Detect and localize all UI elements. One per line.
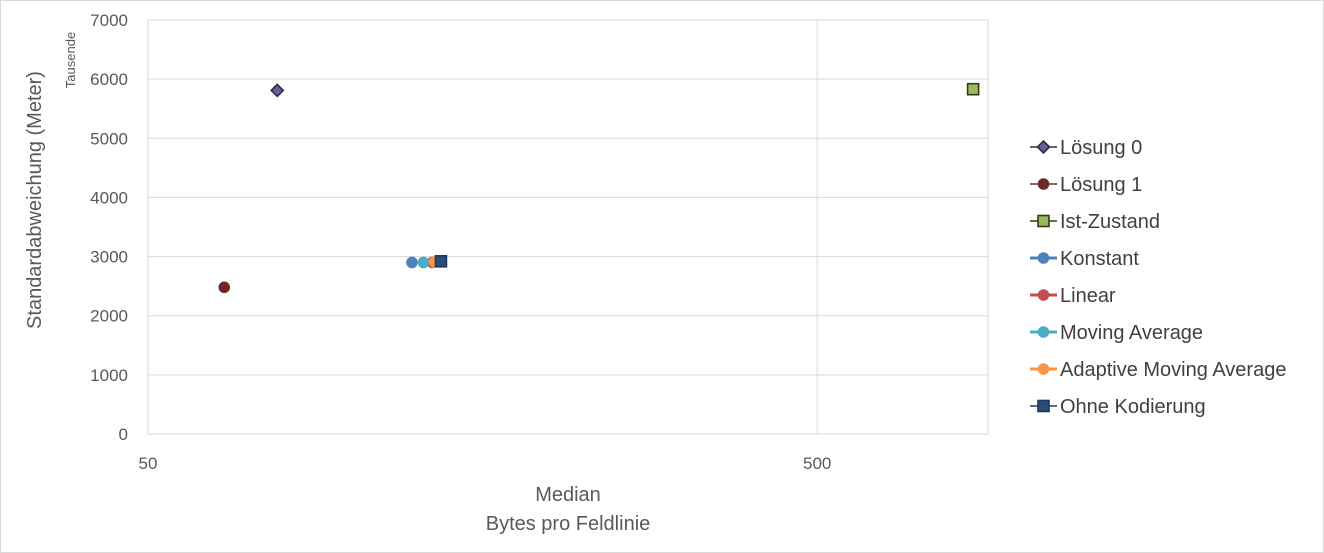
y-tick-label: 5000 [90,129,128,148]
legend: Lösung 0 Lösung 1 Ist-Zustand Konstant Linea… [1030,137,1286,418]
x-axis-subtitle: Bytes pro Feldlinie [486,513,651,535]
x-tick-labels: 50 500 [139,454,832,473]
y-axis-units-label: Tausende [63,32,78,88]
legend-label: Lösung 1 [1060,174,1142,196]
legend-label: Linear [1060,285,1116,307]
point-lösung-1 [218,281,231,294]
legend-item-linear: Linear [1030,285,1116,307]
legend-item-lösung-0: Lösung 0 [1030,137,1142,159]
legend-item-adaptive-moving-average: Adaptive Moving Average [1030,359,1286,381]
y-axis-title: Standardabweichung (Meter) [24,71,46,329]
y-tick-label: 2000 [90,307,128,326]
legend-label: Adaptive Moving Average [1060,359,1286,381]
y-tick-label: 4000 [90,188,128,207]
point-ist-zustand [966,82,980,96]
y-tick-label: 0 [119,425,128,444]
x-tick-label: 500 [803,454,831,473]
legend-marker [1037,214,1050,228]
legend-item-moving-average: Moving Average [1030,322,1203,344]
x-tick-label: 50 [139,454,158,473]
legend-label: Moving Average [1060,322,1203,344]
legend-marker [1037,178,1050,190]
legend-label: Lösung 0 [1060,137,1142,159]
legend-label: Ist-Zustand [1060,211,1160,233]
legend-label: Ohne Kodierung [1060,396,1206,418]
point-lösung-0 [270,83,285,98]
y-tick-label: 6000 [90,70,128,89]
legend-item-ohne-kodierung: Ohne Kodierung [1030,396,1206,418]
legend-item-konstant: Konstant [1030,248,1139,270]
legend-label: Konstant [1060,248,1139,270]
legend-item-lösung-1: Lösung 1 [1030,174,1142,196]
y-tick-label: 1000 [90,366,128,385]
point-moving-average [417,256,430,269]
legend-item-ist-zustand: Ist-Zustand [1030,211,1160,233]
data-points [218,82,980,294]
grid [147,19,989,435]
legend-marker [1037,289,1050,301]
legend-marker [1036,139,1051,155]
legend-marker [1037,399,1050,413]
legend-marker [1037,363,1050,375]
legend-marker [1037,326,1050,338]
x-axis-title: Median [535,484,601,506]
legend-marker [1037,252,1050,264]
y-tick-labels: 0 1000 2000 3000 4000 5000 6000 7000 [90,11,128,444]
point-konstant [406,256,418,269]
y-tick-label: 3000 [90,248,128,267]
y-tick-label: 7000 [90,11,128,30]
point-ohne-kodierung [434,255,448,268]
